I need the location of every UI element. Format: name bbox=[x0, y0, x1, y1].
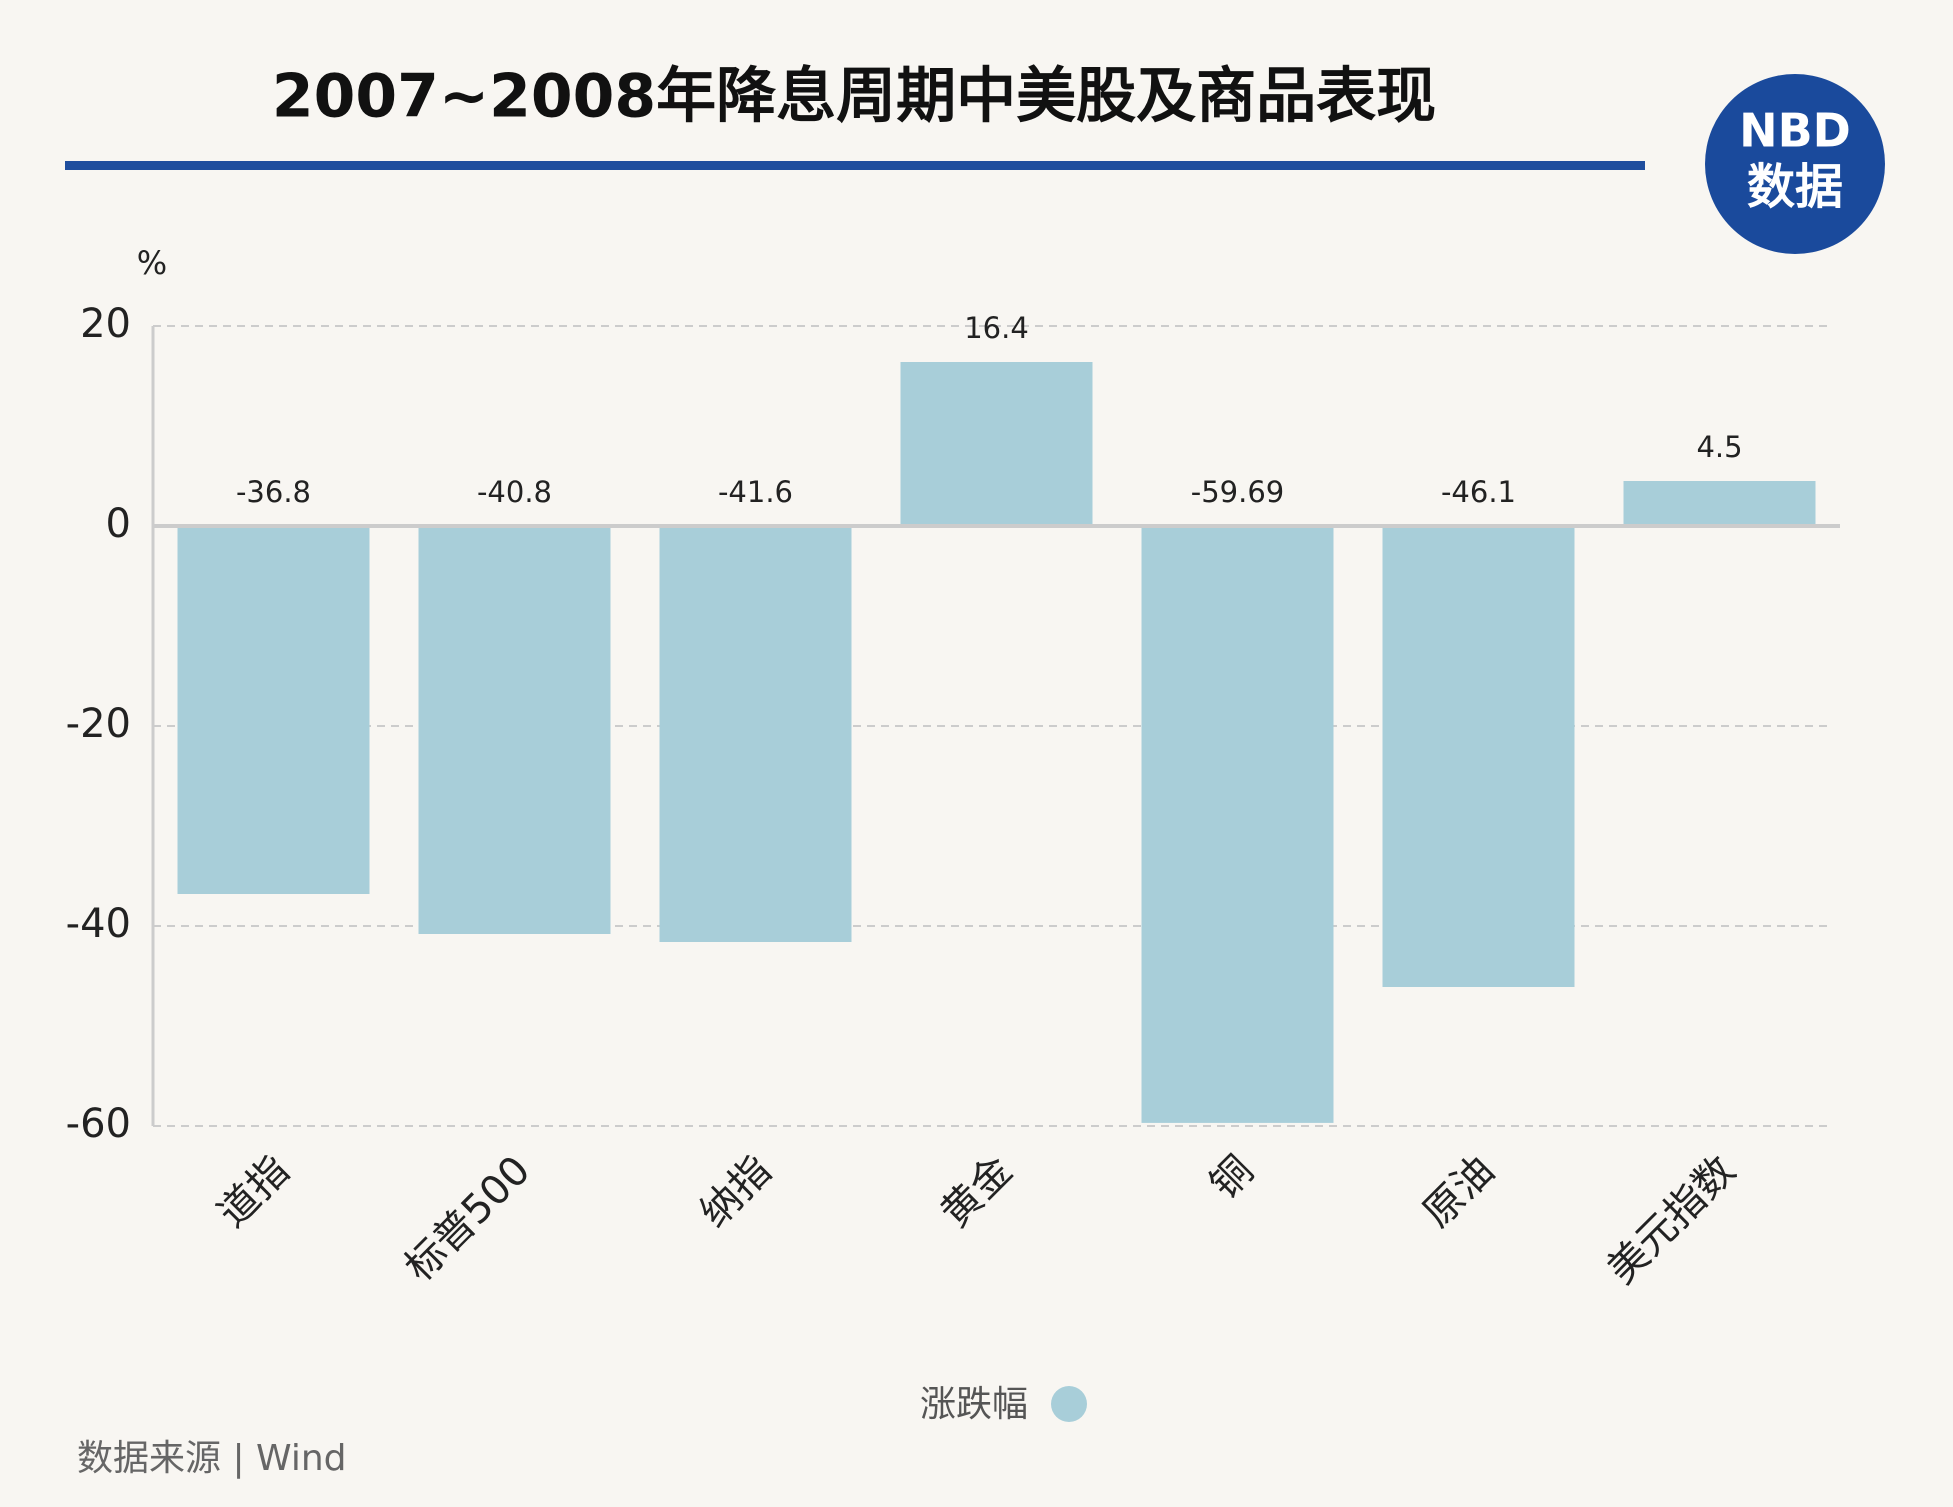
value-label: -36.8 bbox=[236, 475, 311, 509]
value-label: -41.6 bbox=[718, 475, 793, 509]
legend-label: 涨跌幅 bbox=[920, 1384, 1028, 1425]
bar bbox=[1141, 526, 1334, 1123]
y-tick-label: -40 bbox=[66, 901, 131, 947]
bar bbox=[418, 526, 611, 934]
y-tick-label: -60 bbox=[66, 1101, 131, 1147]
value-label: 4.5 bbox=[1696, 430, 1742, 464]
y-tick-label: 20 bbox=[80, 301, 131, 347]
logo-tag: 数据 bbox=[1747, 159, 1843, 215]
bar bbox=[1382, 526, 1575, 987]
legend-swatch bbox=[1051, 1386, 1087, 1422]
value-label: -40.8 bbox=[477, 475, 552, 509]
source: 数据来源 | Wind bbox=[77, 1438, 347, 1479]
bar bbox=[177, 526, 370, 894]
logo bbox=[1705, 74, 1885, 254]
bar bbox=[1623, 481, 1816, 526]
value-label: -46.1 bbox=[1441, 475, 1516, 509]
logo-brand: NBD bbox=[1739, 104, 1851, 158]
title-rule bbox=[65, 161, 1645, 170]
bar bbox=[900, 362, 1093, 526]
value-label: 16.4 bbox=[964, 311, 1029, 345]
value-label: -59.69 bbox=[1191, 475, 1285, 509]
bar bbox=[659, 526, 852, 942]
y-axis-label: % bbox=[137, 244, 167, 282]
y-tick-label: 0 bbox=[106, 501, 131, 547]
chart-title: 2007~2008年降息周期中美股及商品表现 bbox=[272, 62, 1436, 132]
y-tick-label: -20 bbox=[66, 701, 131, 747]
